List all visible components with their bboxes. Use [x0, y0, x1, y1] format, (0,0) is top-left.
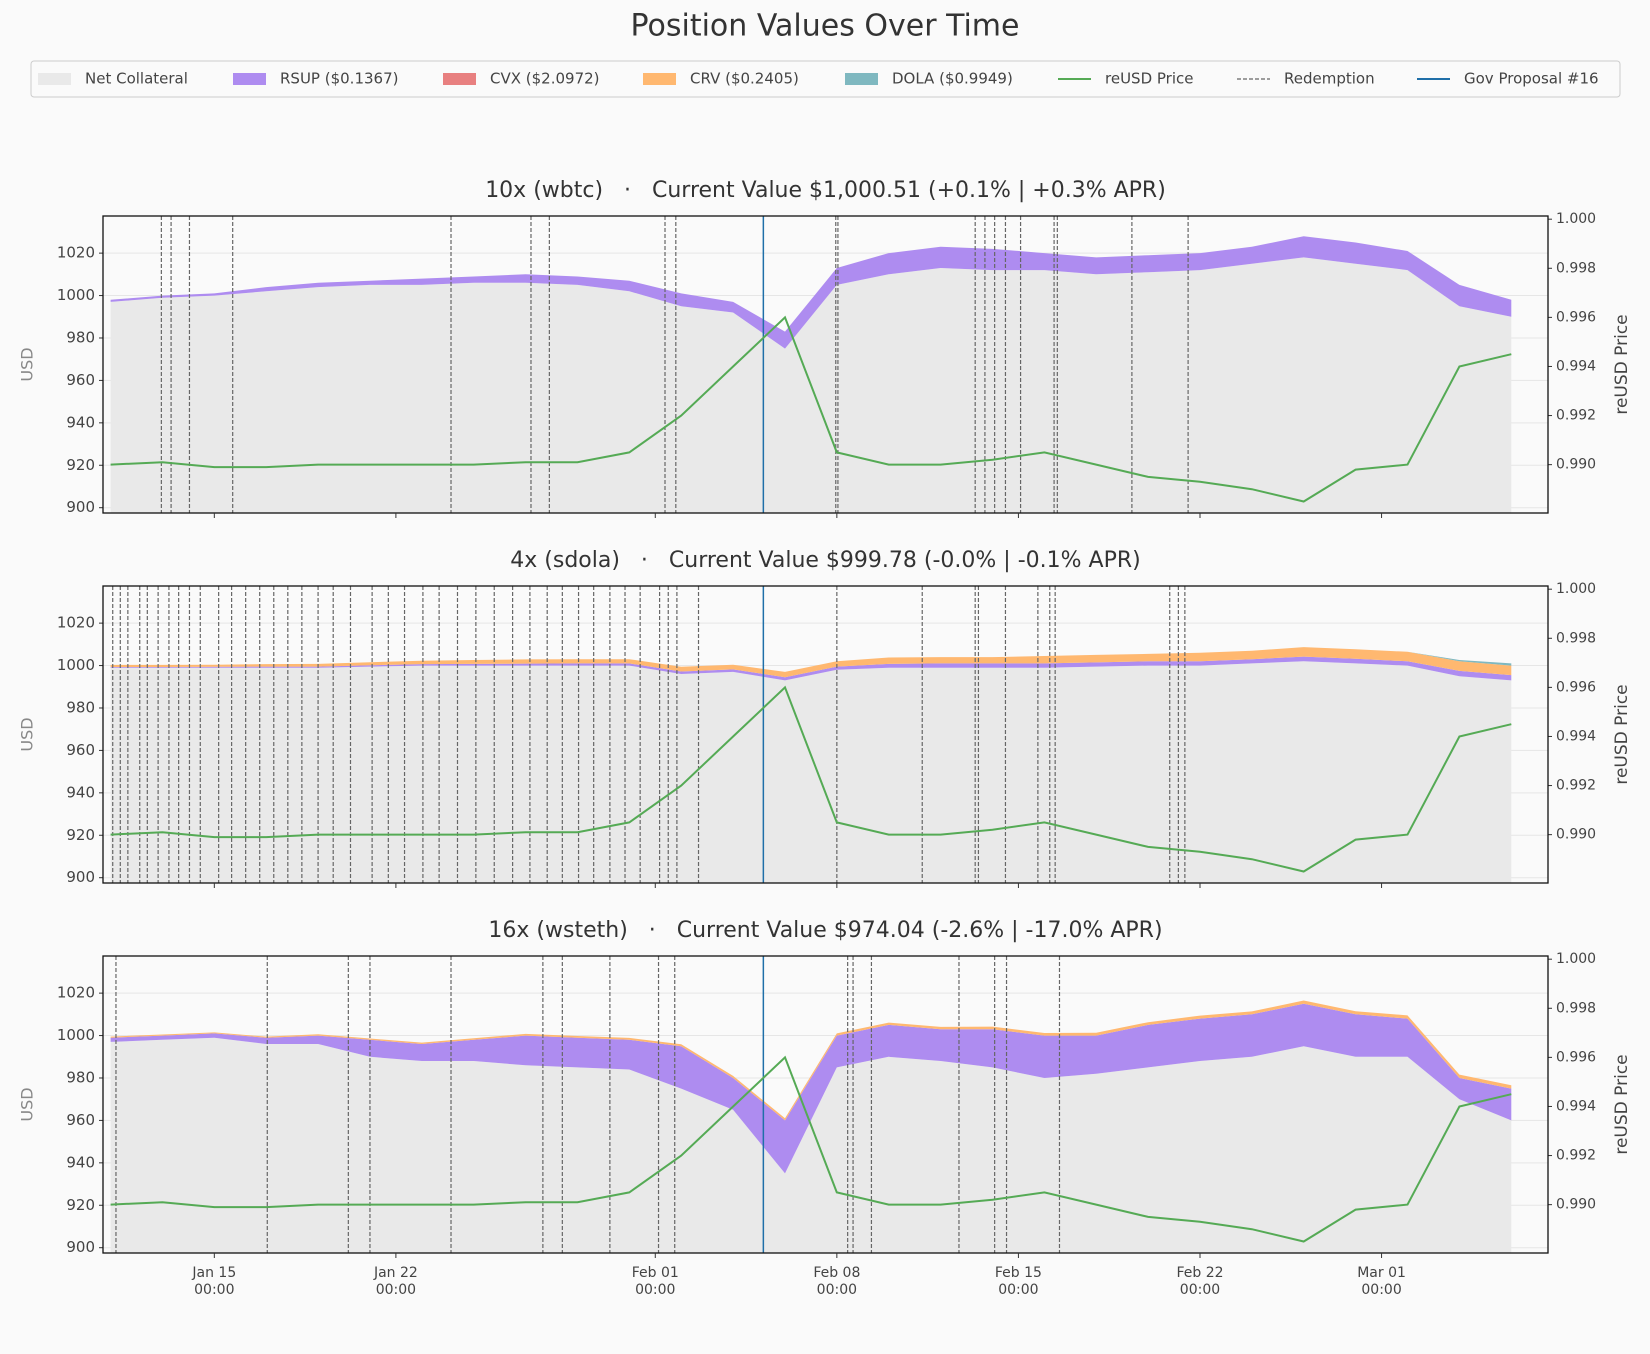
x-tick-label: Jan 22	[373, 1265, 418, 1281]
panel-title: 16x (wsteth) · Current Value $974.04 (-2…	[488, 918, 1162, 943]
panel-title: 10x (wbtc) · Current Value $1,000.51 (+0…	[485, 178, 1166, 203]
plot-frame	[102, 585, 1549, 884]
stack-area	[110, 236, 1512, 349]
legend-label: Gov Proposal #16	[1464, 70, 1599, 88]
y-tick-label: 900	[66, 868, 95, 886]
legend-label: Net Collateral	[85, 70, 188, 88]
stack-area	[110, 1003, 1512, 1174]
y2-tick-label: 0.994	[1556, 1098, 1596, 1114]
y2-tick-label: 0.992	[1556, 1148, 1596, 1164]
y-axis-label: USD	[18, 717, 37, 751]
y-tick-label: 1020	[57, 984, 95, 1002]
legend-swatch	[233, 73, 266, 85]
y2-tick-label: 0.998	[1556, 630, 1596, 646]
y-tick-label: 960	[66, 371, 95, 389]
x-tick-label: Feb 08	[813, 1265, 860, 1281]
x-tick-label: 00:00	[194, 1282, 234, 1298]
x-tick-label: Jan 15	[191, 1265, 236, 1281]
y2-tick-label: 0.990	[1556, 457, 1596, 473]
y2-tick-label: 0.990	[1556, 827, 1596, 843]
y-tick-label: 960	[66, 741, 95, 759]
y-tick-label: 900	[66, 1238, 95, 1256]
y2-tick-label: 0.992	[1556, 408, 1596, 424]
y2-tick-label: 0.998	[1556, 260, 1596, 276]
y-axis-label: USD	[18, 347, 37, 381]
y-tick-label: 1020	[57, 244, 95, 262]
legend-swatch	[443, 73, 476, 85]
y2-tick-label: 0.990	[1556, 1197, 1596, 1213]
legend-label: reUSD Price	[1105, 70, 1193, 88]
y2-tick-label: 0.994	[1556, 358, 1596, 374]
y-tick-label: 900	[66, 498, 95, 516]
y-tick-label: 940	[66, 413, 95, 431]
x-tick-label: Feb 15	[995, 1265, 1042, 1281]
legend-swatch	[643, 73, 676, 85]
stack-area	[110, 647, 1512, 678]
y-tick-label: 940	[66, 783, 95, 801]
y-tick-label: 1000	[57, 1026, 95, 1044]
x-tick-label: 00:00	[635, 1282, 675, 1298]
y-tick-label: 940	[66, 1153, 95, 1171]
y-tick-label: 960	[66, 1111, 95, 1129]
price-line	[110, 1055, 1512, 1243]
stack-area	[110, 661, 1512, 883]
figure-title: Position Values Over Time	[630, 9, 1019, 44]
y-tick-label: 920	[66, 456, 95, 474]
y-tick-label: 980	[66, 1068, 95, 1086]
plot-frame	[102, 215, 1549, 514]
x-tick-label: 00:00	[998, 1282, 1038, 1298]
y2-tick-label: 0.992	[1556, 778, 1596, 794]
legend-label: CVX ($2.0972)	[490, 70, 600, 88]
x-tick-label: 00:00	[1180, 1282, 1220, 1298]
legend-label: CRV ($0.2405)	[690, 70, 799, 88]
y2-axis-label: reUSD Price	[1612, 684, 1632, 784]
legend-label: RSUP ($0.1367)	[280, 70, 398, 88]
y2-tick-label: 0.998	[1556, 1000, 1596, 1016]
y-tick-label: 980	[66, 328, 95, 346]
stack-area	[110, 656, 1512, 681]
legend-swatch	[38, 73, 71, 85]
x-tick-label: Mar 01	[1357, 1265, 1406, 1281]
plot-frame	[102, 955, 1549, 1254]
y2-axis-label: reUSD Price	[1612, 314, 1632, 414]
y2-tick-label: 1.000	[1556, 211, 1596, 227]
panel-title: 4x (sdola) · Current Value $999.78 (-0.0…	[510, 548, 1140, 573]
y-tick-label: 1020	[57, 614, 95, 632]
y-axis-label: USD	[18, 1087, 37, 1121]
x-tick-label: 00:00	[817, 1282, 857, 1298]
stack-area	[110, 1000, 1512, 1121]
x-tick-label: Feb 22	[1176, 1265, 1223, 1281]
y2-tick-label: 0.996	[1556, 309, 1596, 325]
y-tick-label: 920	[66, 1196, 95, 1214]
legend-swatch	[845, 73, 878, 85]
y-tick-label: 1000	[57, 656, 95, 674]
y2-tick-label: 0.994	[1556, 728, 1596, 744]
y2-tick-label: 0.996	[1556, 1049, 1596, 1065]
y2-tick-label: 1.000	[1556, 581, 1596, 597]
stack-area	[110, 1037, 1512, 1253]
y-tick-label: 1000	[57, 286, 95, 304]
x-tick-label: Feb 01	[632, 1265, 679, 1281]
y-tick-label: 920	[66, 826, 95, 844]
price-line	[110, 315, 1512, 503]
y2-axis-label: reUSD Price	[1612, 1054, 1632, 1154]
price-line	[110, 685, 1512, 873]
y2-tick-label: 0.996	[1556, 679, 1596, 695]
legend-label: DOLA ($0.9949)	[892, 70, 1013, 88]
legend-label: Redemption	[1284, 70, 1375, 88]
y2-tick-label: 1.000	[1556, 951, 1596, 967]
legend-box	[30, 60, 1621, 98]
x-tick-label: 00:00	[376, 1282, 416, 1298]
x-tick-label: 00:00	[1361, 1282, 1401, 1298]
y-tick-label: 980	[66, 698, 95, 716]
